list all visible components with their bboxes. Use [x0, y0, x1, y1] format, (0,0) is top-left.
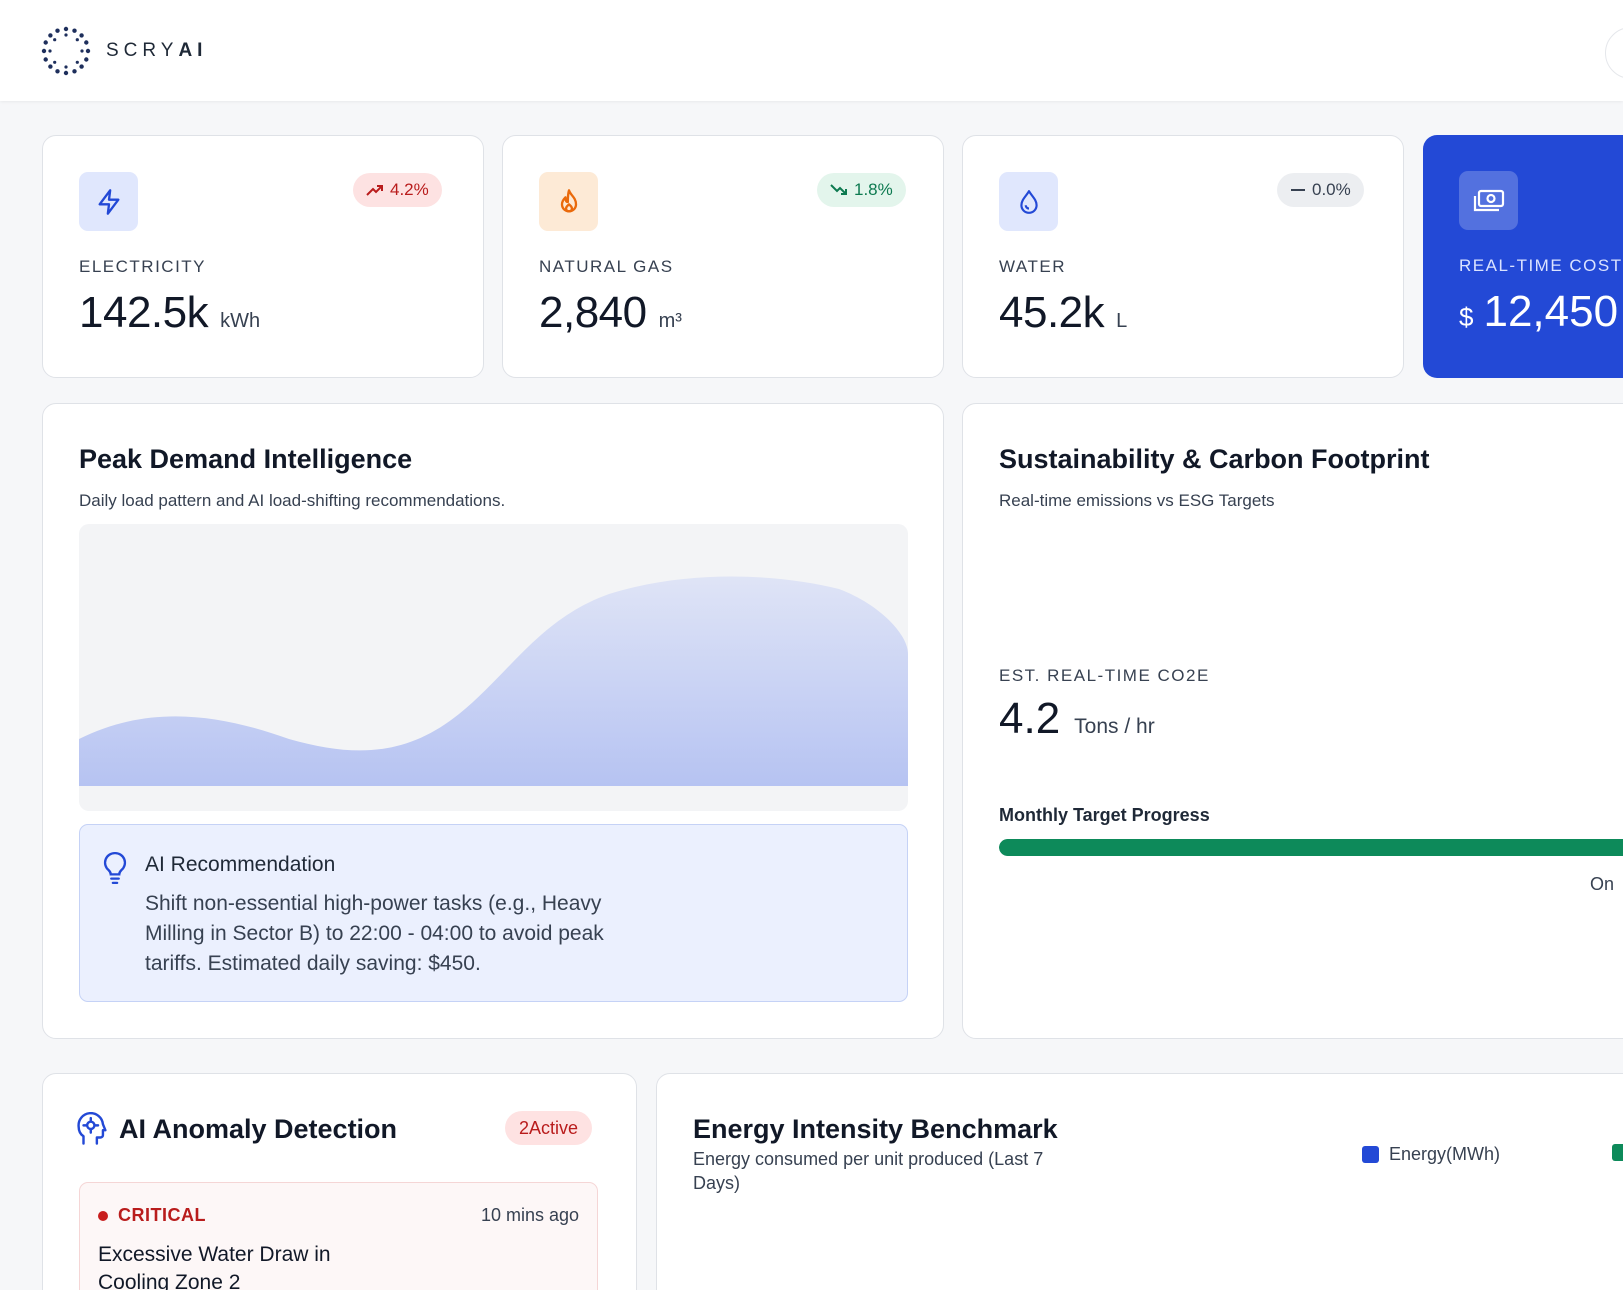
- ai-brain-icon: [77, 1112, 107, 1145]
- severity-dot-icon: [98, 1210, 108, 1221]
- trend-badge: 1.8%: [817, 173, 906, 207]
- kpi-unit: L: [1116, 310, 1128, 332]
- kpi-number: 2,840: [539, 288, 647, 337]
- target-progress-fill: [999, 839, 1623, 856]
- kpi-value: $ 12,450: [1459, 287, 1618, 337]
- active-count-badge: 2Active: [505, 1111, 593, 1145]
- flame-icon: [539, 172, 598, 231]
- load-area-chart: [79, 576, 908, 786]
- sustainability-panel: Sustainability & Carbon Footprint Real-t…: [962, 403, 1623, 1039]
- brand-name: SCRYAI: [106, 40, 208, 61]
- panel-title: AI Anomaly Detection: [119, 1114, 398, 1144]
- trend-down-icon: [830, 184, 847, 195]
- ai-recommendation-box: AI Recommendation Shift non-essential hi…: [79, 824, 908, 1002]
- panel-subtitle: Real-time emissions vs ESG Targets: [999, 491, 1275, 510]
- top-header: SCRYAI: [0, 0, 1623, 101]
- lightbulb-icon: [103, 851, 127, 885]
- daily-load-chart: [79, 524, 908, 811]
- target-status: On: [1590, 874, 1615, 894]
- co2-unit: Tons / hr: [1074, 715, 1155, 738]
- legend-item-second[interactable]: [1612, 1144, 1623, 1161]
- panel-title: Energy Intensity Benchmark: [693, 1114, 1058, 1144]
- kpi-card-water: 0.0% WATER 45.2k L: [962, 135, 1404, 378]
- trend-badge: 0.0%: [1277, 173, 1364, 207]
- target-progress-bar: [999, 839, 1623, 856]
- currency-symbol: $: [1459, 302, 1474, 332]
- trend-badge: 4.2%: [353, 173, 442, 207]
- cash-icon: [1459, 171, 1518, 230]
- trend-up-icon: [366, 185, 383, 196]
- target-progress-label: Monthly Target Progress: [999, 805, 1210, 825]
- anomaly-panel: AI Anomaly Detection 2Active CRITICAL 10…: [42, 1073, 637, 1290]
- anomaly-description: Excessive Water Draw in Cooling Zone 2: [98, 1243, 331, 1290]
- droplet-icon: [999, 172, 1058, 231]
- kpi-label: REAL-TIME COST: [1459, 256, 1623, 275]
- lightning-icon: [79, 172, 138, 231]
- recommendation-title: AI Recommendation: [145, 853, 336, 876]
- kpi-label: ELECTRICITY: [79, 257, 207, 276]
- legend-swatch: [1612, 1144, 1623, 1161]
- trend-value: 4.2%: [390, 180, 429, 199]
- panel-title: Peak Demand Intelligence: [79, 444, 413, 474]
- kpi-value: 142.5k kWh: [79, 288, 260, 338]
- severity-tag: CRITICAL: [98, 1205, 206, 1226]
- kpi-unit: kWh: [220, 310, 261, 332]
- kpi-label: WATER: [999, 257, 1066, 276]
- kpi-card-electricity: 4.2% ELECTRICITY 142.5k kWh: [42, 135, 484, 378]
- kpi-card-real-time-cost: REAL-TIME COST $ 12,450: [1423, 135, 1623, 378]
- load-area: [79, 576, 908, 786]
- legend-label: Energy(MWh): [1389, 1144, 1501, 1164]
- brand-logo[interactable]: SCRYAI: [40, 25, 207, 77]
- co2-value: 4.2 Tons / hr: [999, 694, 1155, 744]
- trend-value: 1.8%: [854, 180, 893, 199]
- peak-demand-panel: Peak Demand Intelligence Daily load patt…: [42, 403, 944, 1039]
- legend-swatch: [1362, 1146, 1379, 1163]
- scry-logo-icon: [41, 26, 91, 76]
- kpi-number: 142.5k: [79, 288, 209, 337]
- panel-subtitle: Daily load pattern and AI load-shifting …: [79, 491, 506, 510]
- anomaly-item[interactable]: CRITICAL 10 mins ago Excessive Water Dra…: [79, 1182, 598, 1290]
- user-avatar[interactable]: [1605, 27, 1623, 79]
- kpi-label: NATURAL GAS: [539, 257, 674, 276]
- kpi-value: 45.2k L: [999, 288, 1127, 338]
- trend-value: 0.0%: [1312, 180, 1351, 199]
- panel-subtitle: Energy consumed per unit produced (Last …: [693, 1149, 1044, 1193]
- legend-item-energy[interactable]: Energy(MWh): [1362, 1144, 1500, 1165]
- anomaly-time: 10 mins ago: [480, 1205, 579, 1225]
- severity-label: CRITICAL: [118, 1205, 206, 1225]
- panel-title: Sustainability & Carbon Footprint: [999, 444, 1430, 474]
- kpi-number: 12,450: [1483, 287, 1619, 336]
- energy-benchmark-panel: Energy Intensity Benchmark Energy consum…: [656, 1073, 1623, 1290]
- kpi-value: 2,840 m³: [539, 288, 682, 338]
- recommendation-text: Shift non-essential high-power tasks (e.…: [145, 892, 604, 975]
- kpi-card-natural-gas: 1.8% NATURAL GAS 2,840 m³: [502, 135, 944, 378]
- kpi-number: 45.2k: [999, 288, 1105, 337]
- co2-label: EST. REAL-TIME CO2E: [999, 666, 1210, 685]
- co2-number: 4.2: [999, 694, 1061, 743]
- trend-flat-icon: [1291, 189, 1305, 191]
- kpi-unit: m³: [658, 310, 682, 332]
